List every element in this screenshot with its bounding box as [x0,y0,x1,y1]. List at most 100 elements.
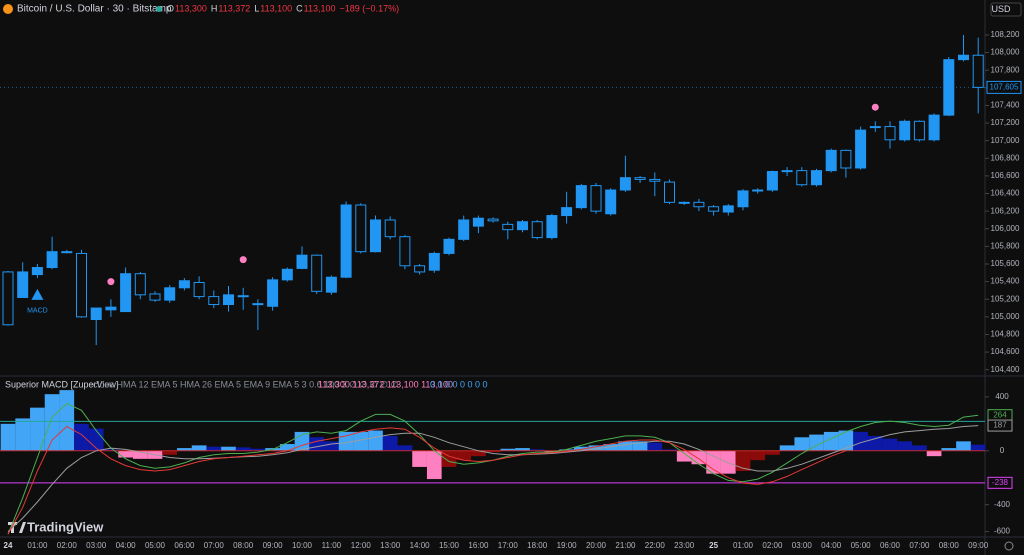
candle-body [296,254,308,269]
x-tick-label: 19:00 [557,541,578,550]
level-label: -238 [992,478,1009,487]
histogram-bar [691,450,707,465]
candle-body [575,185,587,209]
x-tick-label: 24 [4,541,13,550]
y-tick-label: -600 [994,527,1011,536]
candle-body [825,149,837,172]
line-tag-label: 187 [993,421,1007,430]
histogram-bar [897,441,913,451]
y-tick-label: 106,800 [991,153,1020,162]
histogram-bar [74,423,89,451]
x-tick-label: 07:00 [204,541,225,550]
signal-dot [871,103,879,111]
candle-body [972,54,984,88]
candle-body [958,54,969,61]
x-tick-label: 18:00 [527,541,548,550]
x-tick-label: 16:00 [468,541,489,550]
y-tick-label: 107,000 [991,136,1020,145]
histogram-bar [706,450,721,474]
histogram-bar [941,448,957,451]
histogram-bar [30,407,45,451]
x-tick-label: 06:00 [880,541,901,550]
y-tick-label: 106,600 [991,171,1020,180]
x-tick-label: 08:00 [233,541,254,550]
candle-body [913,120,925,141]
candle-body [208,296,220,306]
candle-body [796,170,808,186]
candle-body [178,280,190,289]
candle-body [2,271,14,326]
x-tick-label: 05:00 [851,541,872,550]
x-tick-label: 10:00 [292,541,313,550]
candle-body [737,190,749,208]
currency[interactable]: USD [991,4,1011,14]
x-tick-label: 04:00 [116,541,137,550]
x-tick-label: 17:00 [498,541,519,550]
histogram-bar [15,418,31,451]
candle-body [634,177,646,180]
candle-body [443,238,455,254]
histogram-bar [647,442,663,451]
macd-title: Superior MACD [ZuperView] [5,379,118,389]
candle-body [693,201,705,208]
candle-body [884,126,896,141]
candle-body [619,177,631,191]
candle-body [766,171,778,191]
x-tick-label: 08:00 [939,541,960,550]
candle-body [708,206,720,212]
histogram-bar [206,446,222,451]
y-tick-label: 107,800 [991,65,1020,74]
ohlc-legend: O 113,300 H 113,372 L 113,100 C 113,100 −189 (−0… [167,3,399,13]
change: −189 (−0.17%) [340,3,400,13]
x-tick-label: 11:00 [322,541,342,550]
candle-body [149,293,161,301]
histogram-bar [191,445,207,451]
x-tick-label: 01:00 [733,541,754,550]
candle-body [649,178,661,182]
candle-body [781,170,793,173]
histogram-bar [853,431,868,451]
candle-body [678,201,690,204]
histogram-bar [544,450,560,453]
histogram-bar [676,450,692,462]
histogram-bar [926,450,942,457]
candle-body [590,185,602,212]
x-tick-label: 21:00 [615,541,636,550]
x-tick-label: 09:00 [263,541,284,550]
histogram-bar [500,448,516,451]
candle-body [928,114,940,141]
histogram-bar [441,450,457,467]
x-tick-label: 09:00 [968,541,989,550]
candle-body [605,189,617,215]
histogram-bar [970,444,986,451]
signal-label: MACD [27,308,48,315]
currency-box[interactable] [990,2,1022,17]
ohlc-key: C [296,3,303,13]
histogram-bar [309,437,325,451]
candle-body [472,217,484,227]
settings-icon[interactable] [1004,541,1014,551]
candle-body [134,273,146,296]
histogram-bar [118,450,133,458]
y-tick-label: 106,000 [991,224,1020,233]
candle-body [531,221,543,239]
macd-zero-values: 0 0 0 0 0 0 0 0 [430,379,488,389]
brand-logo [8,522,26,533]
candle-body [458,219,470,240]
x-tick-label: 14:00 [410,541,431,550]
histogram-bar [529,449,545,451]
y-tick-label: 106,400 [991,189,1020,198]
candle-body [223,294,234,306]
histogram-bar [324,441,339,451]
signal-dot [239,256,247,264]
status-dot [156,6,162,12]
histogram-bar [838,430,854,451]
candle-body [267,279,279,307]
y-tick-label: 104,400 [991,365,1020,374]
candle-body [61,251,73,254]
candle-body [90,307,102,321]
histogram-bar [882,438,898,451]
histogram-bar [177,448,192,451]
histogram-bar [515,448,530,451]
